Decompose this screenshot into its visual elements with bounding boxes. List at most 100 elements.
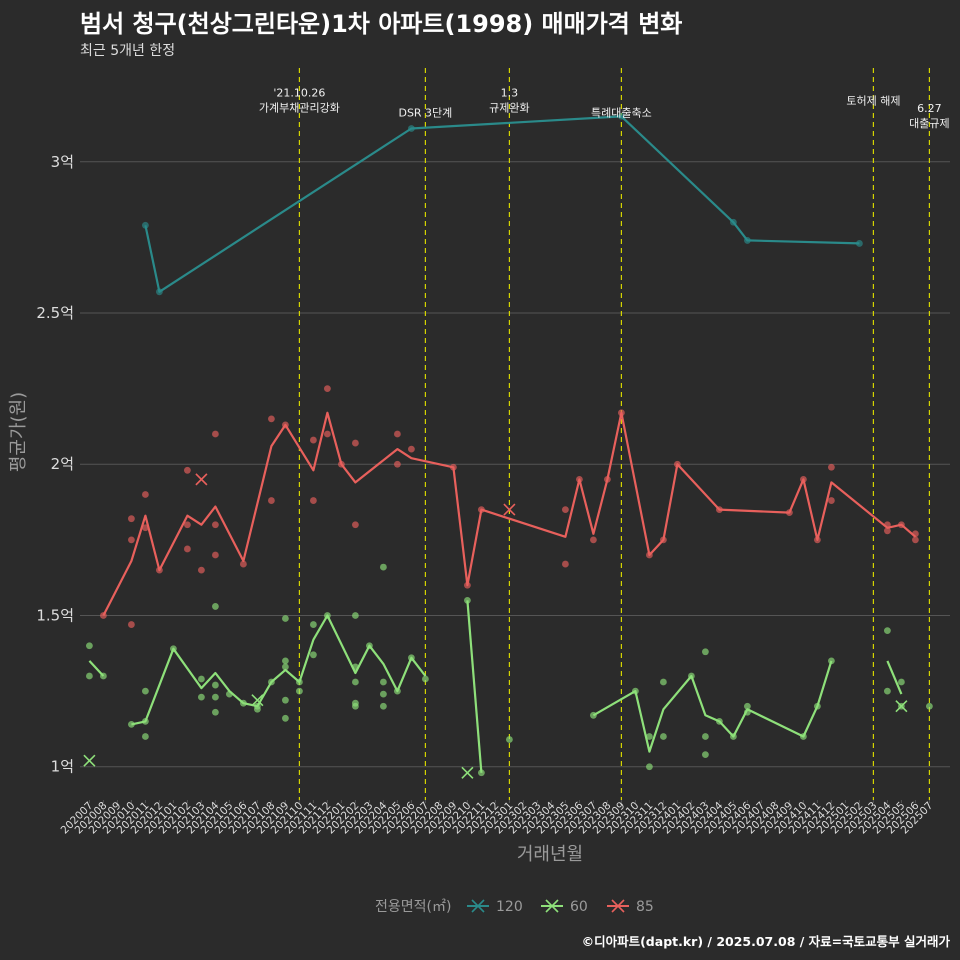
data-point — [310, 621, 317, 628]
data-point — [156, 566, 163, 574]
legend: 전용면적(㎡) 120 60 85 — [375, 899, 654, 915]
cancelled-marker — [461, 766, 474, 779]
annotation-label: 대출규제 — [909, 117, 949, 130]
annotation-label: DSR 3단계 — [398, 106, 452, 119]
annotation-label: 특례대출축소 — [591, 106, 652, 119]
data-point — [142, 687, 149, 695]
data-point — [324, 612, 331, 619]
data-point — [282, 714, 289, 722]
cancelled-marker — [503, 503, 516, 516]
data-point — [296, 687, 303, 695]
series-layer — [83, 112, 933, 779]
data-point — [800, 475, 807, 483]
data-point — [338, 460, 345, 468]
data-point — [898, 521, 905, 529]
data-point — [127, 536, 135, 544]
data-point — [212, 708, 219, 716]
data-point — [450, 463, 457, 471]
source-caption: ©디아파트(dapt.kr) / 2025.07.08 / 자료=국토교통부 실… — [581, 934, 950, 949]
data-point — [646, 733, 653, 740]
policy-lines — [298, 68, 931, 800]
data-point — [254, 705, 261, 713]
data-point — [282, 663, 289, 671]
data-point — [212, 681, 219, 689]
series-line — [886, 660, 903, 695]
data-point — [478, 769, 485, 777]
legend-item-85: 85 — [607, 899, 654, 915]
data-point — [100, 612, 107, 619]
data-point — [198, 675, 205, 683]
data-point — [646, 551, 653, 559]
data-point — [352, 663, 359, 671]
cancelled-marker — [83, 754, 96, 767]
data-point — [226, 690, 233, 698]
data-point — [506, 736, 513, 743]
y-tick-label: 1.5억 — [36, 606, 74, 624]
data-point — [352, 702, 359, 710]
legend-label: 85 — [636, 899, 654, 915]
chart-title: 범서 청구(천상그린타운)1차 아파트(1998) 매매가격 변화 — [80, 10, 683, 38]
data-point — [352, 521, 359, 529]
data-point — [464, 596, 471, 604]
data-point — [212, 693, 219, 701]
data-point — [884, 527, 891, 535]
series-line — [88, 660, 105, 677]
data-point — [127, 720, 135, 728]
data-point — [786, 509, 793, 517]
data-point — [702, 751, 709, 759]
data-point — [296, 678, 303, 686]
y-tick-label: 2.5억 — [36, 304, 74, 322]
data-point — [212, 430, 219, 438]
x-axis-title: 거래년월 — [517, 844, 583, 865]
chart-subtitle: 최근 5개년 한정 — [80, 43, 176, 59]
data-point — [184, 545, 191, 553]
data-point — [646, 763, 653, 771]
data-point — [744, 237, 751, 244]
data-point — [408, 654, 415, 662]
data-point — [156, 288, 163, 296]
grid-layer — [80, 161, 950, 768]
data-point — [828, 463, 835, 471]
y-tick-label: 2억 — [51, 455, 74, 473]
cancelled-marker — [195, 473, 208, 486]
data-point — [86, 642, 93, 650]
data-point — [702, 733, 709, 740]
data-point — [576, 475, 583, 483]
data-point — [912, 536, 919, 544]
data-point — [604, 475, 611, 483]
data-point — [660, 733, 667, 740]
series-line — [466, 600, 483, 773]
data-point — [268, 678, 275, 686]
data-point — [198, 566, 205, 574]
data-point — [394, 687, 401, 695]
legend-item-120: 120 — [467, 899, 523, 915]
data-point — [366, 642, 373, 650]
cancelled-marker — [251, 694, 264, 707]
data-point — [324, 385, 331, 393]
data-point — [100, 672, 107, 680]
data-point — [716, 717, 723, 725]
series-85 — [100, 385, 919, 628]
y-axis-title: 평균가(원) — [8, 392, 29, 472]
series-60 — [83, 563, 933, 779]
data-point — [212, 521, 219, 529]
legend-title: 전용면적(㎡) — [375, 899, 451, 915]
data-point — [142, 717, 149, 725]
data-point — [856, 240, 863, 247]
data-point — [268, 497, 275, 504]
data-point — [212, 603, 219, 610]
data-point — [324, 430, 331, 438]
data-point — [380, 563, 387, 571]
data-point — [184, 521, 191, 529]
data-point — [198, 693, 205, 701]
data-point — [884, 687, 891, 695]
data-point — [912, 530, 919, 538]
data-point — [408, 125, 415, 132]
data-point — [268, 415, 275, 423]
data-point — [744, 702, 751, 710]
data-point — [184, 466, 191, 474]
data-point — [660, 678, 667, 686]
data-point — [240, 560, 247, 568]
data-point — [884, 627, 891, 635]
